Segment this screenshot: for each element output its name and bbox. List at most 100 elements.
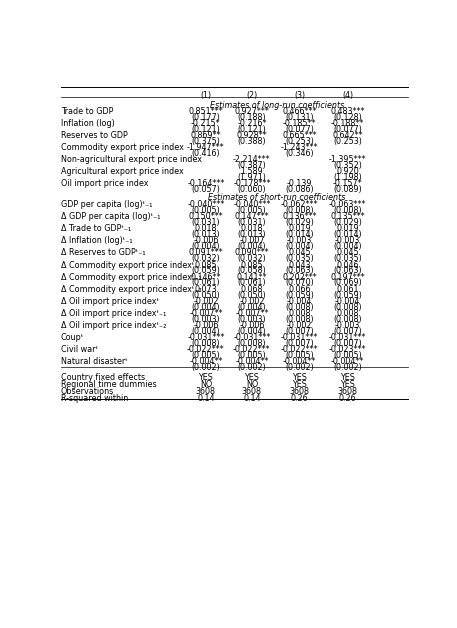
Text: (0.005): (0.005) xyxy=(238,206,266,215)
Text: -0.216*: -0.216* xyxy=(237,119,267,128)
Text: -1.947***: -1.947*** xyxy=(187,143,225,152)
Text: -1.395***: -1.395*** xyxy=(329,155,367,164)
Text: -2.214***: -2.214*** xyxy=(233,155,271,164)
Text: YES: YES xyxy=(244,373,260,382)
Text: -0.003: -0.003 xyxy=(335,236,360,246)
Text: (0.004): (0.004) xyxy=(191,327,220,336)
Text: (0.387): (0.387) xyxy=(238,161,266,170)
Text: (0.253): (0.253) xyxy=(333,137,362,146)
Text: Δ GDP per capita (log)ᵗ₋₁: Δ GDP per capita (log)ᵗ₋₁ xyxy=(61,212,160,221)
Text: -0.178***: -0.178*** xyxy=(233,180,271,188)
Text: (0.253): (0.253) xyxy=(285,137,314,146)
Text: -0.007: -0.007 xyxy=(239,236,265,246)
Text: Δ Oil import price indexᵗ: Δ Oil import price indexᵗ xyxy=(61,297,159,306)
Text: (0.004): (0.004) xyxy=(333,242,362,251)
Text: (0.070): (0.070) xyxy=(285,278,314,288)
Text: 0.046: 0.046 xyxy=(336,261,359,269)
Text: -1.243***: -1.243*** xyxy=(281,143,319,152)
Text: (0.086): (0.086) xyxy=(286,185,314,194)
Text: 0.920: 0.920 xyxy=(336,167,359,176)
Text: (0.008): (0.008) xyxy=(238,339,266,348)
Text: (0.013): (0.013) xyxy=(191,230,220,239)
Text: Non-agricultural export price index: Non-agricultural export price index xyxy=(61,155,202,164)
Text: (0.013): (0.013) xyxy=(238,230,266,239)
Text: 0.665***: 0.665*** xyxy=(282,131,317,140)
Text: (0.346): (0.346) xyxy=(286,149,314,158)
Text: (0.005): (0.005) xyxy=(238,351,266,360)
Text: 3608: 3608 xyxy=(196,387,216,396)
Text: Δ Reserves to GDPᵗ₋₁: Δ Reserves to GDPᵗ₋₁ xyxy=(61,249,145,257)
Text: 0.090***: 0.090*** xyxy=(234,249,269,257)
Text: 0.018: 0.018 xyxy=(241,224,263,233)
Text: YES: YES xyxy=(340,373,355,382)
Text: (0.077): (0.077) xyxy=(333,125,362,134)
Text: YES: YES xyxy=(292,380,307,389)
Text: 0.045: 0.045 xyxy=(288,249,311,257)
Text: 0.197***: 0.197*** xyxy=(330,273,365,281)
Text: (0.005): (0.005) xyxy=(333,351,362,360)
Text: (0.032): (0.032) xyxy=(191,254,220,263)
Text: -0.157*: -0.157* xyxy=(333,180,362,188)
Text: Agricultural export price index: Agricultural export price index xyxy=(61,167,183,176)
Text: -0.023***: -0.023*** xyxy=(329,345,367,354)
Text: 0.928**: 0.928** xyxy=(237,131,267,140)
Text: (0.008): (0.008) xyxy=(191,339,220,348)
Text: Civil warᵗ: Civil warᵗ xyxy=(61,345,97,354)
Text: (0.059): (0.059) xyxy=(191,266,220,275)
Text: Δ Trade to GDPᵗ₋₁: Δ Trade to GDPᵗ₋₁ xyxy=(61,224,131,233)
Text: Δ Commodity export price indexᵗ: Δ Commodity export price indexᵗ xyxy=(61,261,194,269)
Text: (0.029): (0.029) xyxy=(285,218,314,227)
Text: -0.031***: -0.031*** xyxy=(281,333,319,342)
Text: -0.188**: -0.188** xyxy=(331,119,364,128)
Text: -0.031***: -0.031*** xyxy=(187,333,224,342)
Text: -0.139: -0.139 xyxy=(287,180,313,188)
Text: -0.007**: -0.007** xyxy=(235,309,269,318)
Text: 0.147***: 0.147*** xyxy=(234,212,269,221)
Text: Oil import price index: Oil import price index xyxy=(61,180,148,188)
Text: (0.131): (0.131) xyxy=(286,112,314,122)
Text: Δ Commodity export price indexᵗ₋₁: Δ Commodity export price indexᵗ₋₁ xyxy=(61,273,202,281)
Text: (0.007): (0.007) xyxy=(285,339,314,348)
Text: -0.031***: -0.031*** xyxy=(329,333,366,342)
Text: 0.008: 0.008 xyxy=(336,309,359,318)
Text: 0.141**: 0.141** xyxy=(237,273,267,281)
Text: (0.008): (0.008) xyxy=(286,303,314,311)
Text: -0.022***: -0.022*** xyxy=(187,345,225,354)
Text: Regional time dummies: Regional time dummies xyxy=(61,380,156,389)
Text: (0.004): (0.004) xyxy=(238,242,266,251)
Text: 0.136***: 0.136*** xyxy=(282,212,317,221)
Text: Estimates of short-run coefficients: Estimates of short-run coefficients xyxy=(208,193,345,202)
Text: 0.043: 0.043 xyxy=(288,261,311,269)
Text: (0.035): (0.035) xyxy=(285,254,314,263)
Text: 0.019: 0.019 xyxy=(336,224,359,233)
Text: -0.004: -0.004 xyxy=(287,297,313,306)
Text: Estimates of long-run coefficients: Estimates of long-run coefficients xyxy=(210,100,344,109)
Text: -0.063***: -0.063*** xyxy=(329,200,366,209)
Text: 1.589: 1.589 xyxy=(240,167,263,176)
Text: (0.003): (0.003) xyxy=(238,315,266,323)
Text: (0.004): (0.004) xyxy=(191,242,220,251)
Text: (0.032): (0.032) xyxy=(238,254,266,263)
Text: -0.002: -0.002 xyxy=(193,297,218,306)
Text: 0.26: 0.26 xyxy=(291,394,308,403)
Text: 0.135***: 0.135*** xyxy=(330,212,365,221)
Text: (0.057): (0.057) xyxy=(191,185,220,194)
Text: (4): (4) xyxy=(342,91,353,100)
Text: 0.851***: 0.851*** xyxy=(189,107,223,116)
Text: (3): (3) xyxy=(294,91,305,100)
Text: R-squared within: R-squared within xyxy=(61,394,128,403)
Text: 0.869**: 0.869** xyxy=(191,131,221,140)
Text: -0.062***: -0.062*** xyxy=(281,200,319,209)
Text: (0.008): (0.008) xyxy=(333,303,362,311)
Text: (0.031): (0.031) xyxy=(238,218,266,227)
Text: Δ Oil import price indexᵗ₋₁: Δ Oil import price indexᵗ₋₁ xyxy=(61,309,166,318)
Text: (0.007): (0.007) xyxy=(333,339,362,348)
Text: (0.077): (0.077) xyxy=(285,125,314,134)
Text: (1.198): (1.198) xyxy=(333,173,362,182)
Text: -0.007**: -0.007** xyxy=(189,309,223,318)
Text: (0.029): (0.029) xyxy=(333,218,362,227)
Text: (0.050): (0.050) xyxy=(191,291,220,300)
Text: (0.004): (0.004) xyxy=(286,242,314,251)
Text: (0.008): (0.008) xyxy=(286,315,314,323)
Text: -0.003: -0.003 xyxy=(287,236,313,246)
